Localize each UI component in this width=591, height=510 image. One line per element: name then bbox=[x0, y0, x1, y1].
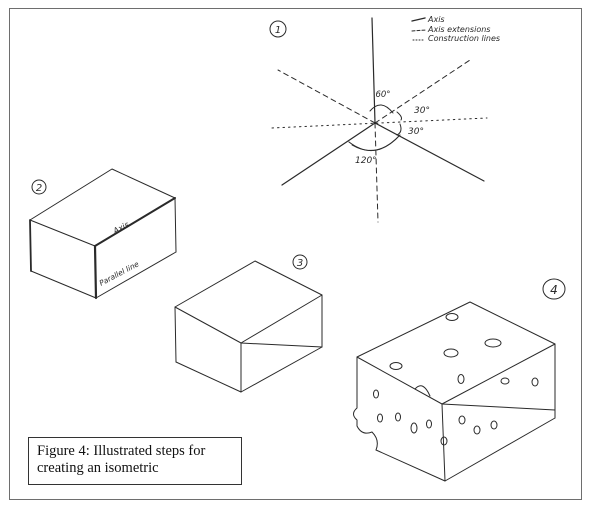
right-axis bbox=[374, 122, 485, 182]
legend-axis-swatch bbox=[411, 17, 426, 22]
step2-left-edge bbox=[29, 219, 32, 272]
angle-arc-120 bbox=[348, 134, 401, 151]
step3-top-face bbox=[174, 260, 323, 344]
step4-bottom-right-edge bbox=[444, 417, 556, 482]
cheese-hole bbox=[458, 415, 466, 425]
step4-circle bbox=[542, 278, 566, 300]
cheese-hole bbox=[377, 413, 383, 423]
step2-circle bbox=[31, 179, 47, 195]
cheese-hole bbox=[531, 377, 539, 387]
step2-front-axis-edge bbox=[93, 244, 98, 300]
cheese-hole bbox=[473, 425, 481, 435]
step4-top-face bbox=[356, 301, 556, 405]
step4-bite-mark bbox=[414, 385, 431, 397]
legend-construction-label: Construction lines bbox=[428, 34, 500, 43]
step3-left-edge bbox=[174, 306, 177, 363]
step3-box: 3 bbox=[174, 254, 323, 393]
step4-cheese: 4 bbox=[353, 278, 566, 482]
step4-left-edge-bitten bbox=[353, 356, 378, 451]
angle-arc-120-inner bbox=[351, 137, 398, 151]
step1-number: 1 bbox=[275, 25, 281, 36]
step2-top-axis-edge bbox=[94, 197, 176, 247]
legend-axis-label: Axis bbox=[427, 15, 445, 24]
right-axis-extension bbox=[374, 59, 471, 124]
angle-arc-30-top bbox=[396, 111, 402, 121]
caption-line-1: Figure 4: Illustrated steps for bbox=[37, 443, 206, 459]
step4-bottom-left-edge bbox=[375, 449, 446, 482]
cheese-hole bbox=[440, 436, 448, 446]
cheese-hole bbox=[443, 348, 459, 358]
legend-extension-label: Axis extensions bbox=[427, 25, 490, 34]
step2-bottom-left-edge bbox=[30, 270, 97, 299]
step1-circle bbox=[269, 20, 287, 38]
angle-arc-60 bbox=[369, 104, 394, 114]
step2-parallel-line-label: Parallel line bbox=[98, 259, 141, 288]
angle-label-30-top: 30° bbox=[414, 106, 430, 116]
step3-wedge-line bbox=[240, 342, 323, 348]
step3-bottom-right-edge bbox=[240, 346, 323, 393]
legend: Axis Axis extensions Construction lines bbox=[411, 15, 500, 43]
cheese-hole bbox=[445, 313, 459, 321]
cheese-hole bbox=[457, 374, 465, 384]
cheese-hole bbox=[389, 362, 403, 370]
step4-number: 4 bbox=[550, 283, 558, 297]
step2-top-face bbox=[29, 168, 176, 247]
left-axis-extension bbox=[277, 69, 376, 124]
cheese-hole bbox=[426, 419, 432, 429]
step2-bottom-right-edge bbox=[95, 251, 177, 299]
step4-wedge-line bbox=[441, 403, 556, 411]
step2-box: 2 Axis Parallel line bbox=[29, 168, 177, 300]
step2-number: 2 bbox=[36, 183, 42, 194]
step2-right-edge bbox=[174, 197, 177, 253]
step3-circle bbox=[292, 254, 308, 270]
vertical-axis-extension bbox=[374, 122, 379, 223]
cheese-hole bbox=[500, 377, 510, 385]
step3-number: 3 bbox=[297, 258, 303, 269]
figure-caption: Figure 4: Illustrated steps for creating… bbox=[28, 437, 242, 485]
cheese-hole bbox=[395, 412, 401, 422]
left-axis bbox=[281, 122, 376, 186]
step3-bottom-left-edge bbox=[175, 361, 242, 393]
legend-extension-swatch bbox=[411, 29, 427, 32]
step4-front-edge bbox=[441, 403, 446, 482]
cheese-hole bbox=[490, 420, 498, 430]
step1-axes: 1 60° 30° 30° 120° bbox=[269, 17, 488, 223]
cheese-hole bbox=[410, 422, 418, 434]
step2-axis-label: Axis bbox=[111, 220, 131, 236]
vertical-axis bbox=[371, 17, 376, 124]
angle-arc-30-bottom bbox=[396, 123, 402, 136]
figure-frame bbox=[9, 8, 582, 500]
caption-line-2: creating an isometric bbox=[37, 460, 159, 476]
angle-label-30-bottom: 30° bbox=[408, 127, 424, 137]
angle-label-60: 60° bbox=[375, 90, 390, 100]
angle-label-120: 120° bbox=[355, 156, 377, 166]
construction-line bbox=[271, 117, 488, 129]
cheese-hole bbox=[373, 389, 379, 399]
cheese-hole bbox=[484, 338, 502, 348]
